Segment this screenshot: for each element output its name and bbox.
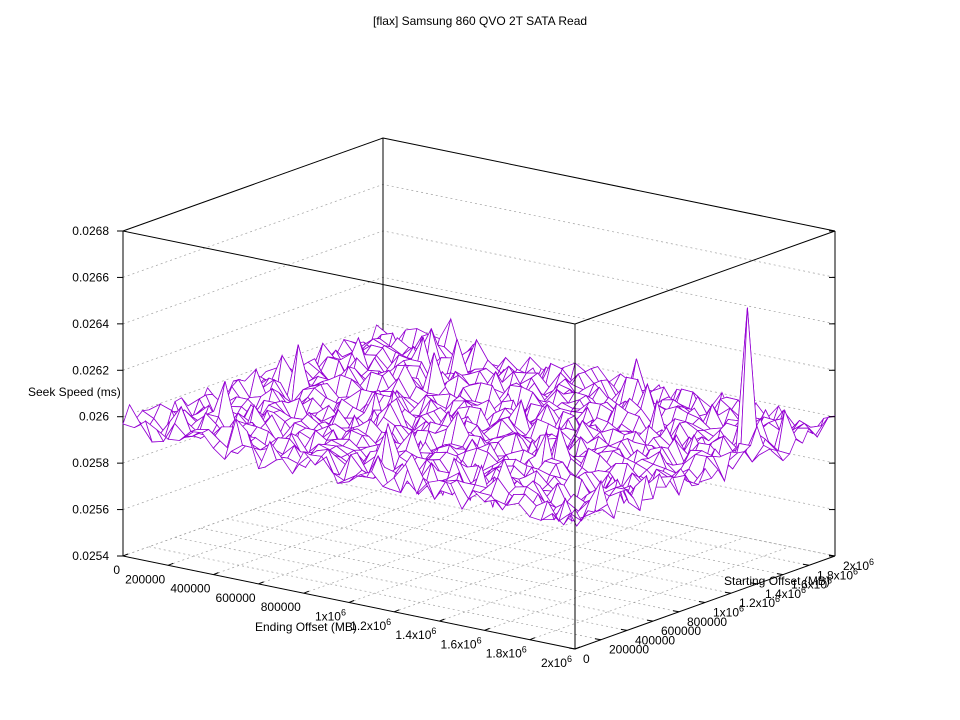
y-tick-label: 1.8x106 <box>817 566 858 582</box>
x-tick <box>303 590 309 594</box>
floor-gridline-x <box>303 499 564 594</box>
y-tick <box>750 582 758 585</box>
floor-gridline-y <box>148 546 602 641</box>
y-tick <box>672 610 680 613</box>
x-tick-label: 200000 <box>125 572 165 586</box>
x-tick <box>439 618 445 622</box>
y-tick-label: 1.2x106 <box>739 594 780 610</box>
y-tick-label: 200000 <box>609 643 649 657</box>
floor-gridline-x <box>439 527 700 622</box>
floor-gridline-x <box>213 481 474 575</box>
x-tick-label: 400000 <box>170 582 210 596</box>
y-tick-label: 1.4x106 <box>765 585 806 601</box>
y-tick-label: 2x106 <box>843 557 874 573</box>
floor-gridline-y <box>200 527 654 622</box>
y-tick <box>568 647 576 650</box>
y-tick <box>646 619 654 622</box>
surface-cell <box>563 508 582 526</box>
y-tick-label: 600000 <box>661 624 701 638</box>
y-axis-ticks: 0 2000004000006000008000001x1061.2x1061.4… <box>568 554 874 666</box>
x-tick-label: 2x106 <box>541 654 572 670</box>
x-tick <box>168 562 174 566</box>
floor-gridline-x <box>348 509 610 603</box>
x-tick <box>348 600 355 603</box>
x-tick <box>394 609 400 613</box>
z-tick-label: 0.026 <box>79 410 109 424</box>
x-tick-label: 1.8x106 <box>486 645 527 661</box>
z-tick-label: 0.0258 <box>72 456 109 470</box>
y-tick-label: 800000 <box>687 615 727 629</box>
x-tick-label: 800000 <box>261 600 301 614</box>
z-gridline <box>122 230 836 325</box>
z-gridline <box>122 137 836 232</box>
box-edge <box>382 137 836 232</box>
floor-gridline-y <box>304 490 758 585</box>
x-axis-label: Ending Offset (MB) <box>255 620 357 634</box>
y-tick <box>594 638 602 641</box>
z-tick-label: 0.0264 <box>72 317 109 331</box>
y-tick <box>776 573 784 576</box>
box-edge <box>122 137 384 232</box>
y-tick <box>698 601 706 603</box>
x-axis-ticks: 0 200000 400000 600000 800000 1x1061.2x1061.4… <box>113 553 581 670</box>
z-tick-label: 0.0256 <box>72 503 109 517</box>
floor-gridline-x <box>258 490 519 585</box>
chart-title: [flax] Samsung 860 QVO 2T SATA Read <box>373 14 587 28</box>
z-tick-label: 0.0254 <box>72 549 109 563</box>
x-tick-label: 600000 <box>216 591 256 605</box>
x-tick <box>574 646 581 650</box>
floor-gridline-y <box>330 481 784 575</box>
z-axis-ticks: 0.0254 0.0256 0.0258 0.026 0.0262 0.0264 0.026… <box>72 224 835 563</box>
floor-gridline-y <box>252 509 706 603</box>
y-tick-label: 1.6x106 <box>791 576 832 592</box>
x-tick <box>484 627 490 631</box>
floor-gridline-x <box>484 537 745 631</box>
y-tick-label: 0 <box>583 652 590 666</box>
y-tick <box>620 628 628 631</box>
x-tick <box>213 572 219 576</box>
y-axis-label: Starting Offset (MB) <box>724 574 830 588</box>
y-tick <box>828 554 836 557</box>
x-tick-label: 0 <box>113 563 120 577</box>
floor-gridline-y <box>278 499 732 594</box>
floor-gridline-x <box>394 518 655 613</box>
floor-gridline-x <box>168 471 429 566</box>
x-tick <box>529 637 535 641</box>
x-tick <box>258 581 264 585</box>
z-gridline <box>122 184 836 278</box>
z-tick-label: 0.0262 <box>72 363 109 377</box>
floor-gridline-x <box>529 546 790 641</box>
y-tick-label: 400000 <box>635 633 675 647</box>
y-tick <box>802 563 810 566</box>
z-tick-label: 0.0266 <box>72 270 109 284</box>
x-tick <box>122 553 129 557</box>
x-tick-label: 1.4x106 <box>395 626 436 642</box>
y-tick <box>724 591 732 594</box>
surface-mesh <box>122 307 836 527</box>
x-tick-label: 1.6x106 <box>441 635 482 651</box>
x-tick-label: 1.2x106 <box>350 617 391 633</box>
z-tick-label: 0.0268 <box>72 224 109 238</box>
box-edge <box>574 230 836 325</box>
x-tick-label: 1x106 <box>315 608 346 624</box>
y-tick-label: 1x106 <box>713 604 744 620</box>
box-edge <box>122 230 576 325</box>
z-axis-label: Seek Speed (ms) <box>28 385 121 399</box>
